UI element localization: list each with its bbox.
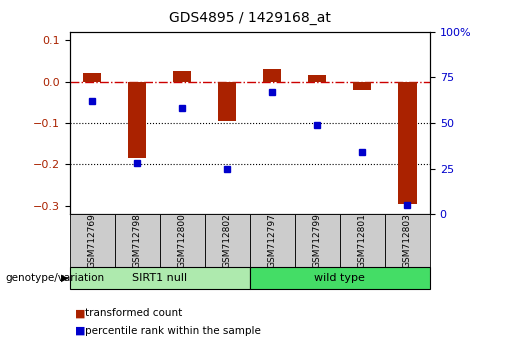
Bar [295,214,340,267]
Bar [114,214,160,267]
Text: SIRT1 null: SIRT1 null [132,273,187,282]
Text: ▶: ▶ [61,273,68,283]
Bar [399,81,417,204]
Text: GSM712798: GSM712798 [133,213,142,268]
Bar [70,214,114,267]
Bar [128,81,146,158]
Text: genotype/variation: genotype/variation [5,273,104,283]
Bar [250,214,295,267]
Bar [160,214,205,267]
Text: GSM712800: GSM712800 [178,213,186,268]
Text: GSM712799: GSM712799 [313,213,322,268]
Text: percentile rank within the sample: percentile rank within the sample [85,326,261,336]
Bar [218,81,236,121]
Text: GSM712803: GSM712803 [403,213,412,268]
Bar [70,267,250,289]
Text: ■: ■ [75,308,85,318]
Text: GSM712769: GSM712769 [88,213,96,268]
Text: GSM712802: GSM712802 [223,213,232,268]
Text: ■: ■ [75,326,85,336]
Text: transformed count: transformed count [85,308,182,318]
Bar [173,71,191,81]
Bar [353,81,371,90]
Bar [385,214,430,267]
Bar [340,214,385,267]
Bar [83,73,101,81]
Text: wild type: wild type [315,273,365,282]
Text: GSM712797: GSM712797 [268,213,277,268]
Bar [308,75,327,81]
Text: GDS4895 / 1429168_at: GDS4895 / 1429168_at [169,11,331,25]
Bar [250,267,430,289]
Text: GSM712801: GSM712801 [358,213,367,268]
Bar [263,69,281,81]
Bar [205,214,250,267]
